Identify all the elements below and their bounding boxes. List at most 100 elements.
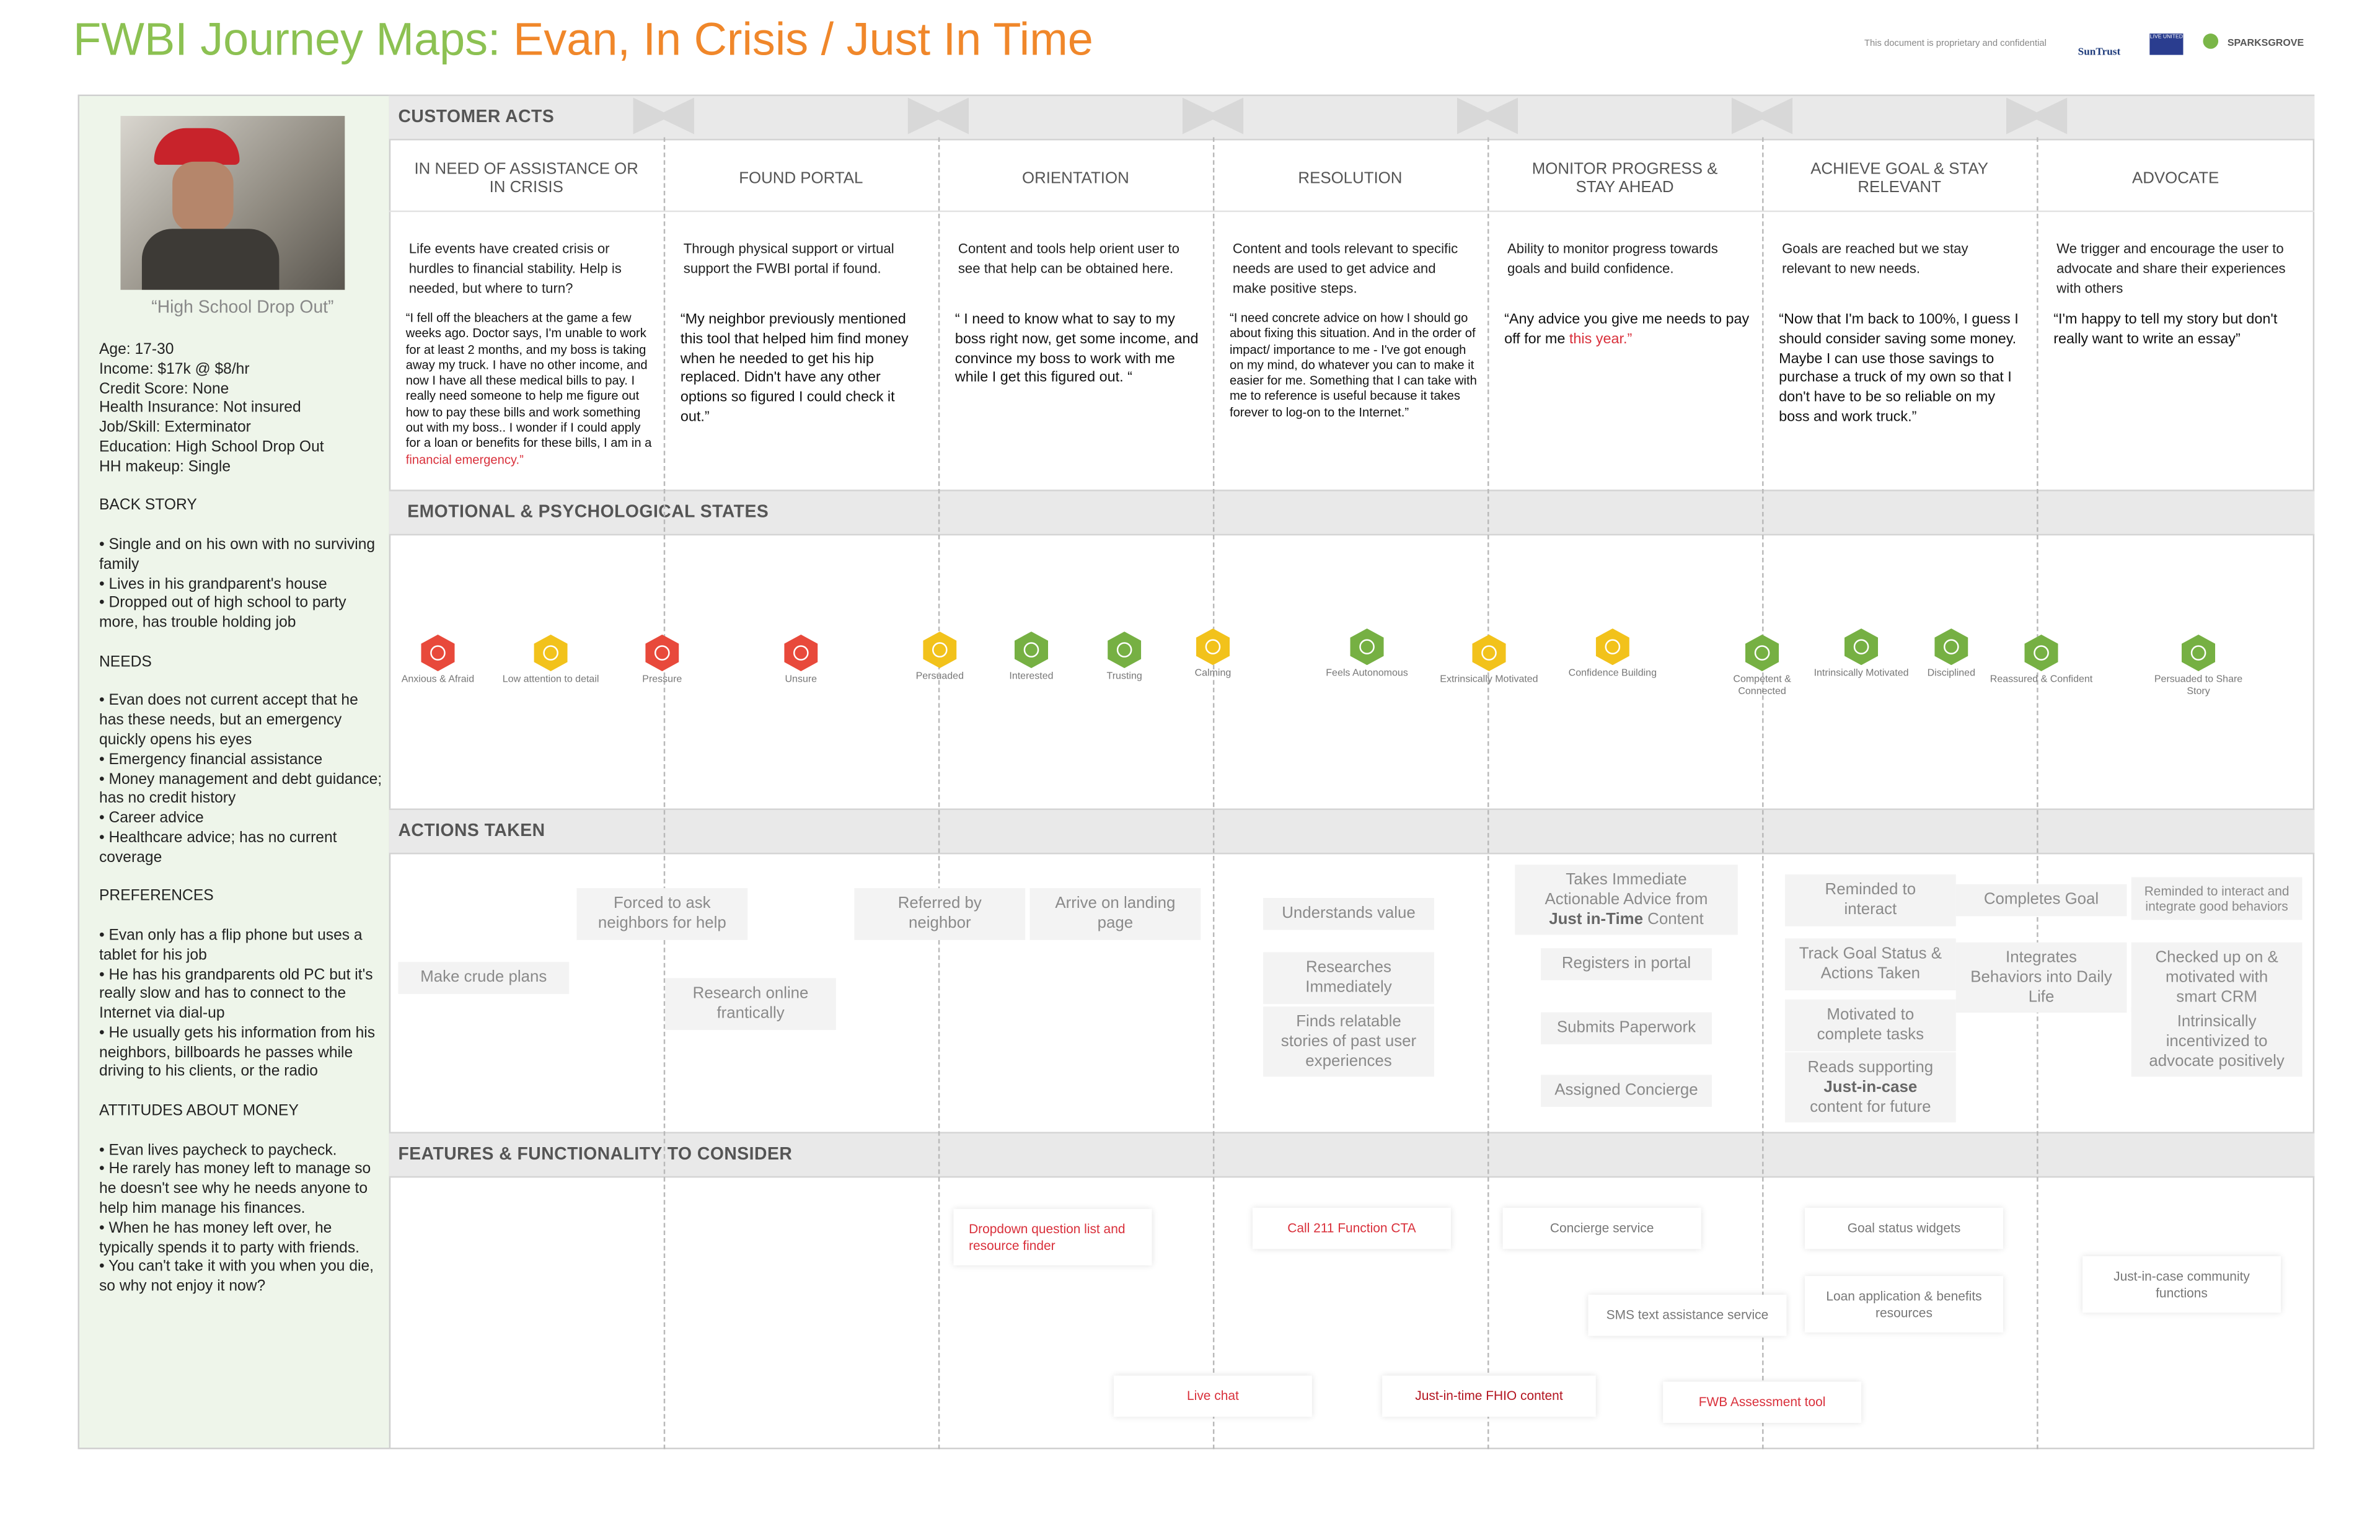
phase-description: Content and tools relevant to specific n… xyxy=(1232,240,1458,296)
action-text: Motivated to complete tasks xyxy=(1817,1005,1924,1044)
emotion-icon xyxy=(923,631,957,669)
section-band: CUSTOMER ACTS xyxy=(389,94,2315,141)
section-title: EMOTIONAL & PSYCHOLOGICAL STATES xyxy=(407,503,769,522)
persona-item: • Evan does not current accept that he h… xyxy=(99,693,358,749)
action-text: Integrates Behaviors into Daily Life xyxy=(1970,948,2112,1006)
emotion-label: Low attention to detail xyxy=(502,674,599,685)
emotion-label: Unsure xyxy=(785,674,818,685)
emotion-glyph xyxy=(430,645,446,661)
phase-quote: “ I need to know what to say to my boss … xyxy=(955,311,1202,389)
quote-highlight: financial emergency.” xyxy=(405,452,524,467)
persona-item: • He rarely has money left to manage so … xyxy=(99,1161,371,1218)
persona-heading: PREFERENCES xyxy=(99,888,214,905)
action-text: Reminded to interact xyxy=(1825,880,1916,918)
persona-item: • He usually gets his information from h… xyxy=(99,1024,376,1081)
emotion-glyph xyxy=(543,645,558,661)
action-text: Researches Immediately xyxy=(1305,958,1392,997)
action-text: Assigned Concierge xyxy=(1554,1081,1698,1099)
phase-quote: “My neighbor previously mentioned this t… xyxy=(681,311,928,428)
persona-item: • Healthcare advice; has no current cove… xyxy=(99,829,337,866)
persona-fact: Age: 17-30 xyxy=(99,341,174,359)
section-title: ACTIONS TAKEN xyxy=(398,822,545,841)
action-text: Submits Paperwork xyxy=(1556,1018,1696,1037)
feature-card: FWB Assessment tool xyxy=(1663,1381,1862,1422)
action-card: Reads supporting Just-in-case content fo… xyxy=(1784,1052,1956,1124)
persona-fact: Job/Skill: Exterminator xyxy=(99,420,251,437)
persona-item: • Dropped out of high school to party mo… xyxy=(99,595,346,632)
emotion-glyph xyxy=(1943,639,1959,654)
action-text: Registers in portal xyxy=(1561,954,1691,973)
persona-fact: Education: High School Drop Out xyxy=(99,439,324,456)
action-card: Forced to ask neighbors for help xyxy=(576,888,748,939)
photo-body xyxy=(141,229,280,290)
emotion-glyph xyxy=(1853,639,1869,654)
persona-item: • He has his grandparents old PC but it'… xyxy=(99,966,373,1023)
phase-description: We trigger and encourage the user to adv… xyxy=(2056,240,2286,296)
emotion-glyph xyxy=(1023,642,1039,658)
emotion-label: Interested xyxy=(1009,671,1054,682)
action-card: Checked up on & motivated with smart CRM xyxy=(2131,942,2303,1013)
persona-item: • Evan lives paycheck to paycheck. xyxy=(99,1142,337,1159)
action-card: Arrive on landing page xyxy=(1029,888,1201,939)
persona-details: Age: 17-30 Income: $17k @ $8/hr Credit Sco… xyxy=(99,341,386,1298)
phase-quote: “Any advice you give me needs to pay off… xyxy=(1504,311,1752,350)
section-band: ACTIONS TAKEN xyxy=(389,808,2315,855)
action-bold: Just-in-case xyxy=(1823,1078,1918,1096)
photo-cap xyxy=(154,128,240,165)
logo-live-united: LIVE UNITED xyxy=(2149,33,2184,55)
emotion-glyph xyxy=(1754,645,1770,661)
feature-card: Call 211 Function CTA xyxy=(1252,1207,1451,1249)
action-text: Research online frantically xyxy=(692,984,809,1023)
action-text: Checked up on & motivated with smart CRM xyxy=(2155,948,2278,1006)
action-card: Integrates Behaviors into Daily Life xyxy=(1955,942,2127,1013)
action-card: Reminded to interact and integrate good … xyxy=(2131,877,2303,920)
phase-title: ACHIEVE GOAL & STAY RELEVANT xyxy=(1810,159,1988,197)
emotion-icon xyxy=(1014,631,1049,669)
action-text: Reminded to interact and integrate good … xyxy=(2144,883,2290,914)
persona-fact: Health Insurance: Not insured xyxy=(99,400,301,417)
emotion-label: Pressure xyxy=(642,674,682,685)
title-prefix: FWBI Journey Maps: xyxy=(73,15,501,66)
emotion-label: Disciplined xyxy=(1927,668,1975,679)
confidential-note: This document is proprietary and confide… xyxy=(1864,39,2047,49)
emotion-glyph xyxy=(1359,639,1375,654)
quote-text: “I fell off the bleachers at the game a … xyxy=(405,311,652,451)
action-text: Make crude plans xyxy=(420,968,547,987)
phase-title: ADVOCATE xyxy=(2131,169,2219,188)
emotion-glyph xyxy=(1205,639,1221,654)
section-title: CUSTOMER ACTS xyxy=(398,108,555,127)
action-card: Submits Paperwork xyxy=(1541,1012,1712,1044)
rule xyxy=(389,210,2315,213)
section-title: FEATURES & FUNCTIONALITY TO CONSIDER xyxy=(398,1145,793,1164)
phase-description: Ability to monitor progress towards goal… xyxy=(1507,240,1718,276)
section-band: EMOTIONAL & PSYCHOLOGICAL STATES xyxy=(389,490,2315,535)
phase-quote: “Now that I'm back to 100%, I guess I sh… xyxy=(1779,311,2026,428)
emotion-label: Competent & Connected xyxy=(1733,674,1791,697)
action-text: Completes Goal xyxy=(1983,890,2099,909)
emotion-label: Feels Autonomous xyxy=(1326,668,1408,679)
action-card: Make crude plans xyxy=(398,962,570,994)
feature-card: Just-in-time FHIO content xyxy=(1382,1375,1596,1416)
phase-title: RESOLUTION xyxy=(1298,169,1403,188)
action-card: Understands value xyxy=(1263,897,1434,930)
emotion-glyph xyxy=(1605,639,1621,654)
persona-photo xyxy=(120,116,345,290)
persona-heading: NEEDS xyxy=(99,654,152,671)
action-text: Arrive on landing page xyxy=(1055,894,1176,932)
phase-quote: “I fell off the bleachers at the game a … xyxy=(406,311,653,468)
persona-item: • Evan only has a flip phone but uses a … xyxy=(99,927,363,964)
action-text: Content xyxy=(1642,910,1704,928)
logo-suntrust: SunTrust xyxy=(2078,45,2121,58)
action-card: Research online frantically xyxy=(665,978,836,1030)
quote-highlight: this year.” xyxy=(1569,330,1633,348)
action-bold: Just in-Time xyxy=(1549,910,1643,928)
quote-text: “ I need to know what to say to my boss … xyxy=(954,311,1199,387)
action-text: Referred by neighbor xyxy=(897,894,982,932)
action-text: content for future xyxy=(1810,1097,1931,1116)
persona-item: • You can't take it with you when you di… xyxy=(99,1259,374,1296)
feature-card: Dropdown question list and resource find… xyxy=(953,1208,1152,1265)
quote-text: “Now that I'm back to 100%, I guess I sh… xyxy=(1779,311,2019,426)
emotion-glyph xyxy=(1481,645,1497,661)
column-divider xyxy=(1762,137,1764,1450)
column-divider xyxy=(1212,137,1215,1450)
